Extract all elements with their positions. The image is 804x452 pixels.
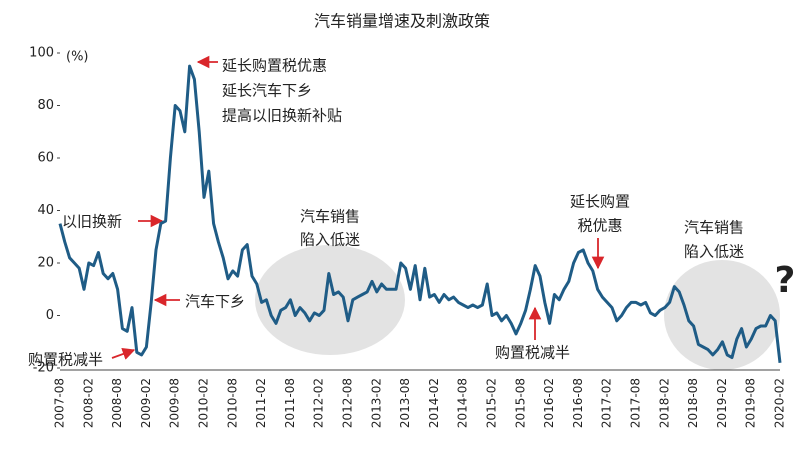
x-tick-label: 2017-02	[600, 378, 614, 428]
annotation: 汽车销售	[300, 208, 360, 226]
x-tick-label: 2020-02	[773, 378, 787, 428]
annotation: ?	[775, 260, 796, 301]
x-tick-label: 2012-02	[312, 378, 326, 428]
x-tick-label: 2008-02	[81, 378, 95, 428]
x-tick-label: 2010-08	[225, 378, 239, 428]
arrows	[111, 55, 605, 360]
annotation: 以旧换新	[62, 213, 122, 231]
x-tick-label: 2009-02	[139, 378, 153, 428]
x-tick-label: 2019-08	[744, 378, 758, 428]
y-axis-label: (%)	[66, 50, 89, 65]
x-tick-label: 2017-08	[629, 378, 643, 428]
annotation: 汽车下乡	[185, 293, 245, 311]
x-tick-label: 2016-08	[571, 378, 585, 428]
x-tick-label: 2018-02	[657, 378, 671, 428]
annotation: 陷入低迷	[684, 243, 744, 261]
x-tick-label: 2018-08	[686, 378, 700, 428]
y-tick-label: 60	[37, 151, 54, 166]
y-tick-label: 20	[37, 256, 54, 271]
x-tick-label: 2013-02	[369, 378, 383, 428]
x-tick-label: 2012-08	[341, 378, 355, 428]
chart-title: 汽车销量增速及刺激政策	[314, 12, 490, 31]
highlight-ellipse	[255, 245, 405, 355]
annotation: 购置税减半	[495, 344, 570, 362]
y-tick-label: 40	[37, 203, 54, 218]
highlight-ellipse	[664, 260, 780, 370]
x-tick-label: 2014-02	[427, 378, 441, 428]
x-tick-label: 2014-08	[456, 378, 470, 428]
x-tick-label: 2007-08	[53, 378, 67, 428]
annotation: 汽车销售	[684, 219, 744, 237]
annotation: 税优惠	[577, 217, 622, 235]
y-tick-label: 0	[46, 308, 54, 323]
x-tick-label: 2015-02	[485, 378, 499, 428]
x-tick-label: 2015-08	[513, 378, 527, 428]
x-tick-label: 2009-08	[168, 378, 182, 428]
x-tick-label: 2011-02	[254, 378, 268, 428]
annotation: 陷入低迷	[300, 231, 360, 249]
annotation: 延长汽车下乡	[222, 82, 312, 100]
x-tick-label: 2011-08	[283, 378, 297, 428]
y-tick-label: 80	[37, 98, 54, 113]
data-line	[58, 64, 782, 363]
annotation: 购置税减半	[28, 351, 103, 369]
x-tick-label: 2013-08	[398, 378, 412, 428]
annotation: 延长购置	[570, 193, 630, 211]
x-tick-label: 2008-08	[110, 378, 124, 428]
x-tick-label: 2010-02	[197, 378, 211, 428]
annotation: 延长购置税优惠	[222, 57, 327, 75]
x-tick-label: 2019-02	[715, 378, 729, 428]
y-tick-label: 100	[29, 46, 54, 61]
annotation: 提高以旧换新补贴	[222, 107, 342, 125]
x-tick-label: 2016-02	[542, 378, 556, 428]
y-tick-label: -20	[33, 361, 54, 376]
